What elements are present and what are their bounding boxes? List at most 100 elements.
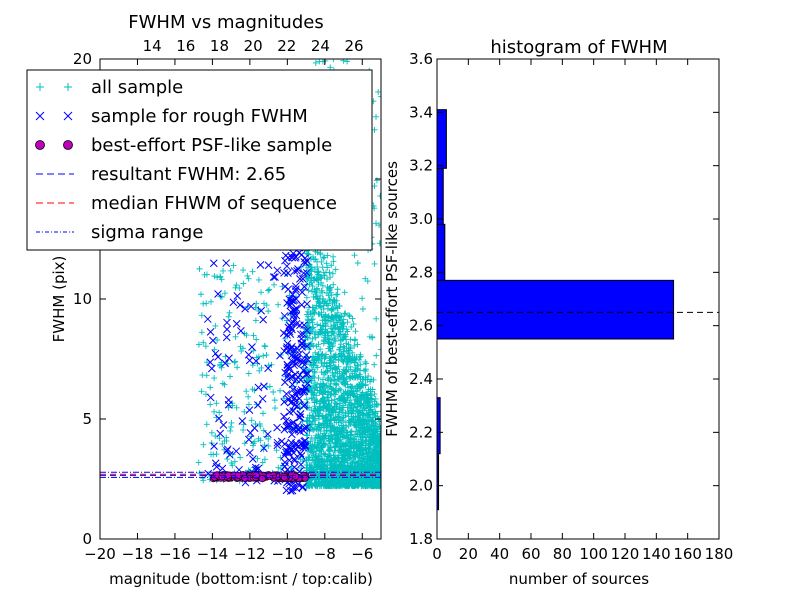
all-sample-marker — [364, 376, 371, 383]
all-sample-marker — [347, 383, 354, 390]
rough-sample-marker — [281, 458, 289, 467]
all-sample-markers — [195, 59, 381, 490]
all-sample-marker — [240, 267, 247, 274]
rough-sample-marker — [232, 447, 241, 456]
all-sample-marker — [312, 436, 319, 443]
rough-sample-marker — [296, 275, 304, 283]
all-sample-marker — [354, 393, 361, 400]
rough-sample-marker — [302, 351, 311, 360]
all-sample-marker — [346, 477, 353, 484]
rough-sample-marker — [284, 449, 293, 458]
all-sample-marker — [321, 482, 328, 489]
all-sample-marker — [323, 408, 330, 415]
all-sample-marker — [318, 447, 325, 454]
all-sample-marker — [265, 287, 272, 294]
all-sample-marker — [353, 428, 360, 435]
rough-sample-marker — [273, 438, 282, 447]
all-sample-marker — [337, 344, 344, 351]
rough-sample-marker — [248, 343, 256, 351]
all-sample-marker — [249, 268, 256, 275]
all-sample-marker — [365, 414, 372, 421]
all-sample-marker — [371, 361, 378, 368]
rough-sample-marker — [254, 464, 263, 473]
all-sample-marker — [337, 400, 344, 407]
all-sample-marker — [332, 465, 339, 472]
all-sample-marker — [351, 337, 358, 344]
all-sample-marker — [348, 384, 355, 391]
all-sample-marker — [332, 365, 339, 372]
all-sample-marker — [375, 88, 381, 95]
all-sample-marker — [245, 401, 252, 408]
x-tick-label: 60 — [521, 545, 540, 563]
all-sample-marker — [311, 368, 318, 375]
all-sample-marker — [272, 405, 279, 412]
all-sample-marker — [331, 353, 338, 360]
all-sample-marker — [253, 336, 260, 343]
all-sample-marker — [357, 401, 364, 408]
rough-sample-marker — [288, 430, 296, 439]
all-sample-marker — [199, 475, 206, 482]
all-sample-marker — [342, 378, 349, 385]
all-sample-marker — [327, 380, 334, 387]
all-sample-marker — [339, 433, 346, 440]
all-sample-marker — [374, 434, 381, 441]
legend-item: all sample — [36, 77, 183, 98]
all-sample-marker — [325, 377, 332, 384]
all-sample-marker — [275, 464, 282, 471]
all-sample-marker — [340, 404, 347, 411]
all-sample-marker — [328, 305, 335, 312]
all-sample-marker — [375, 416, 381, 423]
all-sample-marker — [323, 382, 330, 389]
all-sample-marker — [365, 386, 372, 393]
rough-sample-marker — [222, 333, 231, 342]
scatter-x-ticks: −20 −18 −16 −14 −12 −10 −8 −6 — [84, 59, 373, 563]
all-sample-marker — [331, 396, 338, 403]
all-sample-marker — [260, 427, 267, 434]
all-sample-marker — [321, 272, 328, 279]
rough-sample-marker — [204, 469, 213, 478]
rough-sample-marker — [224, 400, 233, 409]
all-sample-marker — [304, 432, 311, 439]
all-sample-marker — [337, 323, 344, 330]
all-sample-marker — [348, 459, 355, 466]
all-sample-marker — [319, 317, 326, 324]
top-tick-label: 18 — [210, 37, 229, 55]
all-sample-marker — [218, 293, 225, 300]
all-sample-marker — [320, 295, 327, 302]
all-sample-marker — [228, 460, 235, 467]
all-sample-marker — [314, 321, 321, 328]
all-sample-marker — [320, 322, 327, 329]
all-sample-marker — [322, 336, 329, 343]
all-sample-marker — [344, 447, 351, 454]
all-sample-marker — [211, 408, 218, 415]
all-sample-marker — [313, 464, 320, 471]
scatter-y-ticks: 0 5 10 20 — [73, 50, 381, 548]
all-sample-marker — [244, 272, 251, 279]
all-sample-marker — [345, 392, 352, 399]
all-sample-marker — [355, 441, 362, 448]
all-sample-marker — [343, 368, 350, 375]
all-sample-marker — [327, 64, 334, 71]
all-sample-marker — [363, 428, 370, 435]
rough-sample-marker — [292, 285, 300, 293]
all-sample-marker — [263, 352, 270, 359]
all-sample-marker — [312, 349, 319, 356]
histogram-panel: 0 20 40 60 80 100 120 140 160 180 1.8 2.0 2.2 2.4 2.6… — [383, 37, 733, 588]
all-sample-marker — [323, 290, 330, 297]
all-sample-marker — [323, 465, 330, 472]
all-sample-marker — [315, 442, 322, 449]
rough-sample-marker — [300, 321, 308, 329]
rough-sample-marker — [203, 315, 212, 323]
all-sample-marker — [342, 310, 349, 317]
rough-sample-marker — [290, 353, 299, 362]
all-sample-marker — [259, 459, 266, 466]
rough-sample-marker — [233, 292, 242, 300]
all-sample-marker — [360, 418, 367, 425]
all-sample-marker — [245, 275, 252, 282]
rough-sample-marker — [291, 390, 300, 399]
rough-sample-marker — [289, 297, 298, 305]
rough-sample-marker — [219, 421, 228, 429]
all-sample-marker — [371, 126, 378, 133]
all-sample-marker — [325, 446, 332, 453]
rough-sample-marker — [264, 364, 272, 373]
